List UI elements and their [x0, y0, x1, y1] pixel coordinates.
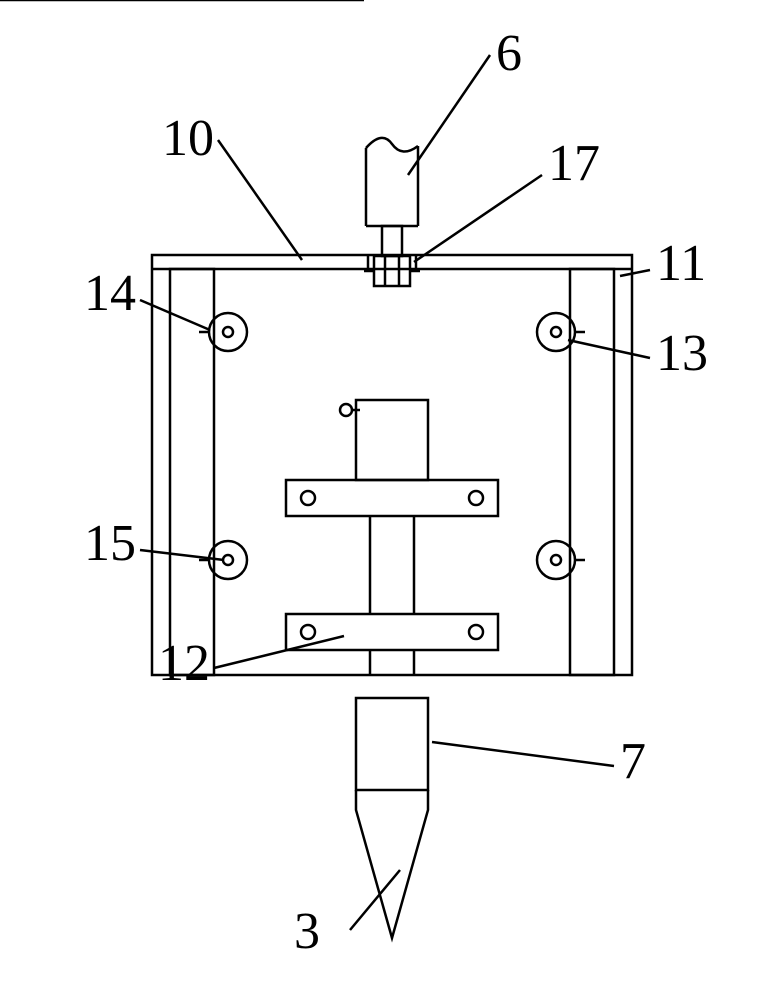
leader-n17	[414, 175, 542, 262]
right-rail	[570, 269, 614, 675]
label-n13: 13	[656, 325, 708, 382]
pillar-upper	[356, 400, 428, 480]
knob-icon	[340, 404, 352, 416]
lower-block	[356, 698, 428, 790]
leader-n11	[620, 270, 650, 276]
label-n7: 7	[620, 733, 646, 790]
tip	[356, 790, 428, 938]
label-n10: 10	[162, 110, 214, 167]
bracket-top	[286, 480, 498, 516]
leader-n12	[214, 636, 344, 668]
leader-n14	[140, 300, 210, 330]
leader-n6	[408, 55, 490, 175]
label-n14: 14	[84, 265, 136, 322]
outer-frame	[152, 255, 632, 675]
bracket-bottom	[286, 614, 498, 650]
label-n12: 12	[158, 635, 210, 692]
top-rod	[382, 226, 402, 256]
label-n17: 17	[548, 135, 600, 192]
leader-n7	[432, 742, 614, 766]
label-n6: 6	[496, 25, 522, 82]
label-n15: 15	[84, 515, 136, 572]
top-connector	[366, 152, 418, 226]
break-line	[366, 138, 418, 152]
leader-n10	[218, 140, 302, 260]
label-n11: 11	[656, 235, 706, 292]
clevis	[374, 256, 410, 286]
leader-n13	[568, 340, 650, 358]
label-n3: 3	[294, 903, 320, 960]
